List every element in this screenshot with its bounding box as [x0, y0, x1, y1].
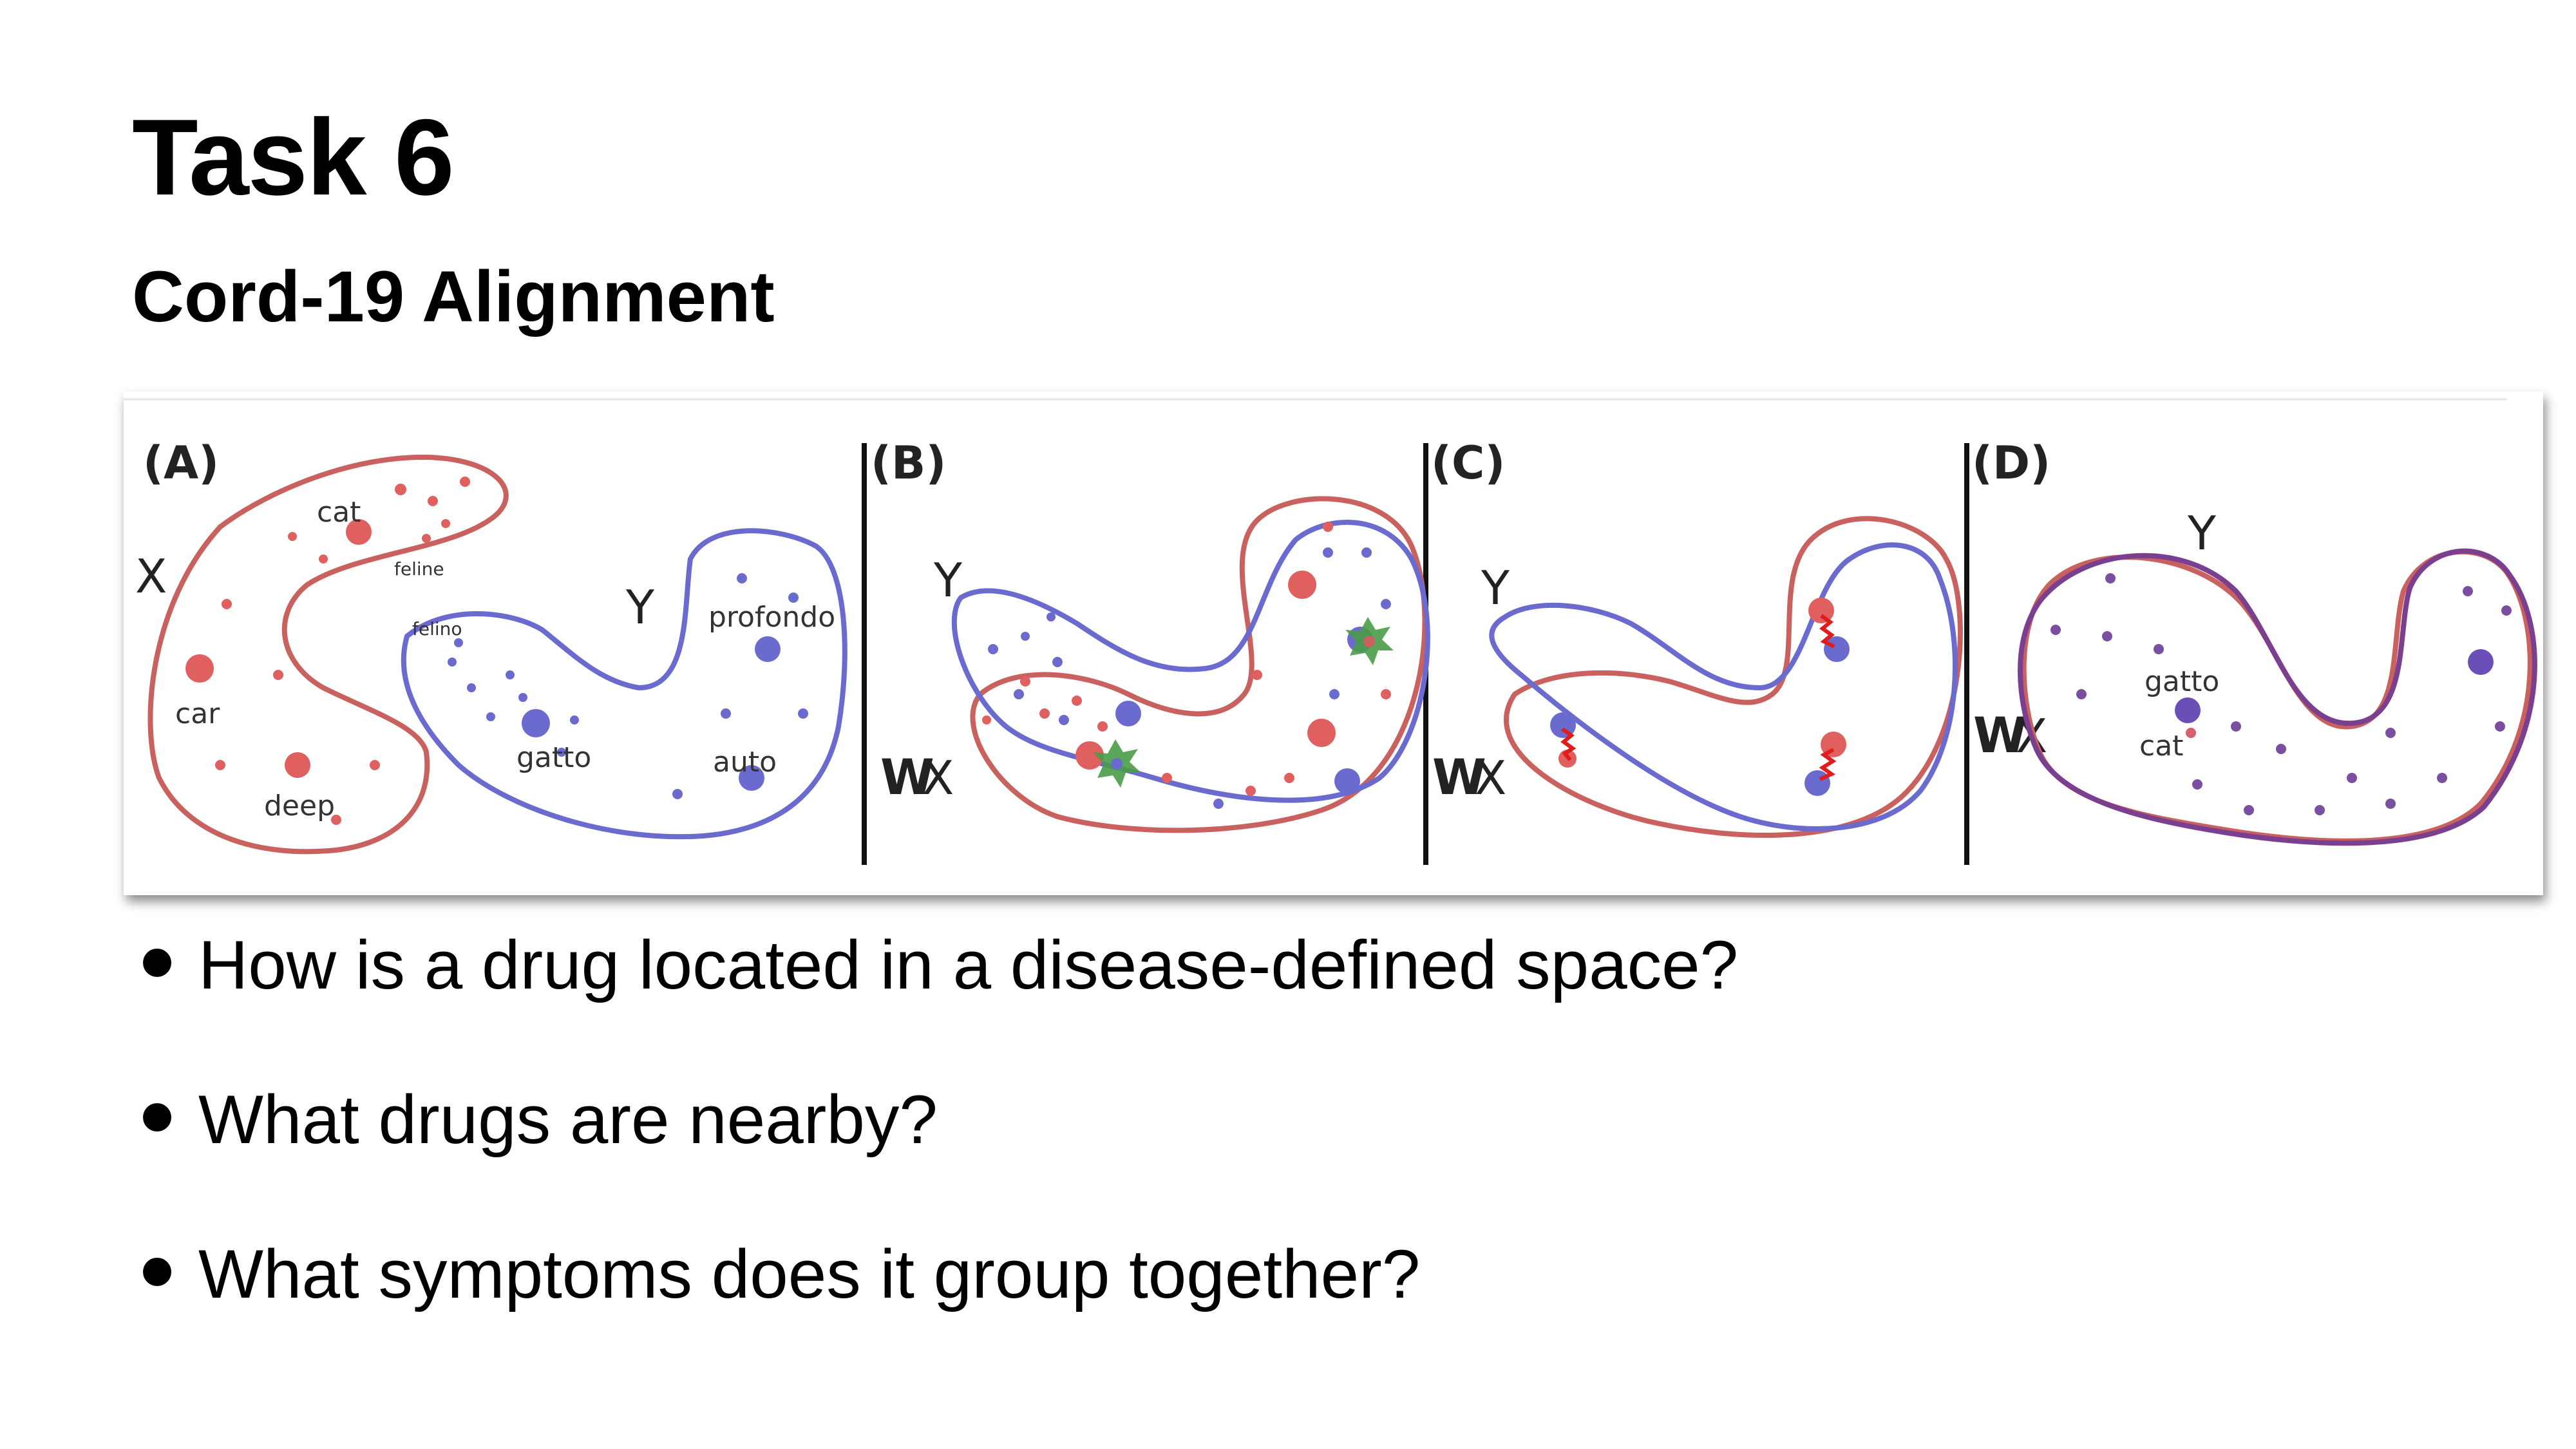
- space-x-points: [185, 477, 470, 825]
- aligned-points: [2050, 573, 2512, 815]
- bullet-text: How is a drug located in a disease-defin…: [198, 926, 1739, 1003]
- space-y-label: Y: [2187, 506, 2217, 560]
- translation-links: [1550, 598, 1850, 796]
- bullet-text: What drugs are nearby?: [198, 1081, 938, 1158]
- panel-label: (D): [1972, 437, 2050, 489]
- alignment-figure: (A) X Y: [124, 392, 2543, 895]
- bullet-item: How is a drug located in a disease-defin…: [134, 931, 1738, 1085]
- space-x-label: X: [922, 751, 954, 805]
- space-w-label: W: [1973, 706, 2027, 764]
- space-y-label: Y: [1481, 561, 1510, 615]
- space-y-points: [448, 573, 808, 799]
- panel-a: (A) X Y: [135, 437, 848, 855]
- space-wx-outline: [1504, 516, 1963, 838]
- word-label: cat: [2139, 730, 2183, 762]
- space-wx-outline: [970, 496, 1428, 833]
- word-label: cat: [317, 496, 361, 529]
- space-w-label: W: [1432, 748, 1486, 806]
- space-y-outline: [2018, 548, 2537, 846]
- bullet-list: How is a drug located in a disease-defin…: [134, 931, 1738, 1394]
- space-x-outline: [147, 454, 509, 855]
- space-y-label: Y: [625, 580, 655, 634]
- slide-subtitle: Cord-19 Alignment: [132, 256, 775, 337]
- anchor-star: [1093, 739, 1141, 788]
- space-x-points: [982, 522, 1391, 796]
- word-label: profondo: [708, 601, 835, 634]
- panel-label: (B): [871, 437, 946, 489]
- word-label: deep: [264, 790, 335, 822]
- panel-d: (D) Y W X: [1972, 437, 2537, 846]
- bullet-item: What symptoms does it group together?: [134, 1240, 1738, 1394]
- panel-label: (C): [1431, 437, 1505, 489]
- panel-label: (A): [143, 437, 219, 489]
- alignment-diagram: (A) X Y: [124, 398, 2537, 865]
- word-label: car: [175, 697, 220, 730]
- panel-c: (C) Y W X: [1431, 437, 1963, 838]
- space-x-label: X: [1475, 751, 1506, 805]
- bullet-dot: [143, 1258, 171, 1286]
- bullet-item: What drugs are nearby?: [134, 1085, 1738, 1240]
- bullet-dot: [143, 1103, 171, 1132]
- word-label: auto: [713, 746, 777, 779]
- bullet-text: What symptoms does it group together?: [198, 1235, 1421, 1312]
- panel-b: (B) Y W X: [871, 437, 1430, 833]
- space-y-outline: [951, 519, 1430, 803]
- word-label: felino: [412, 618, 462, 639]
- bullet-dot: [143, 949, 171, 977]
- word-label: gatto: [516, 741, 591, 774]
- space-wx-outline: [2021, 549, 2533, 844]
- anchor-star: [1345, 617, 1394, 665]
- slide-title: Task 6: [132, 97, 455, 218]
- space-y-outline: [1489, 542, 1958, 832]
- space-y-outline: [401, 528, 848, 840]
- word-label: feline: [394, 558, 444, 580]
- word-label: gatto: [2145, 665, 2219, 698]
- space-w-label: W: [880, 748, 934, 806]
- space-y-points: [988, 547, 1391, 809]
- space-x-label: X: [135, 549, 167, 603]
